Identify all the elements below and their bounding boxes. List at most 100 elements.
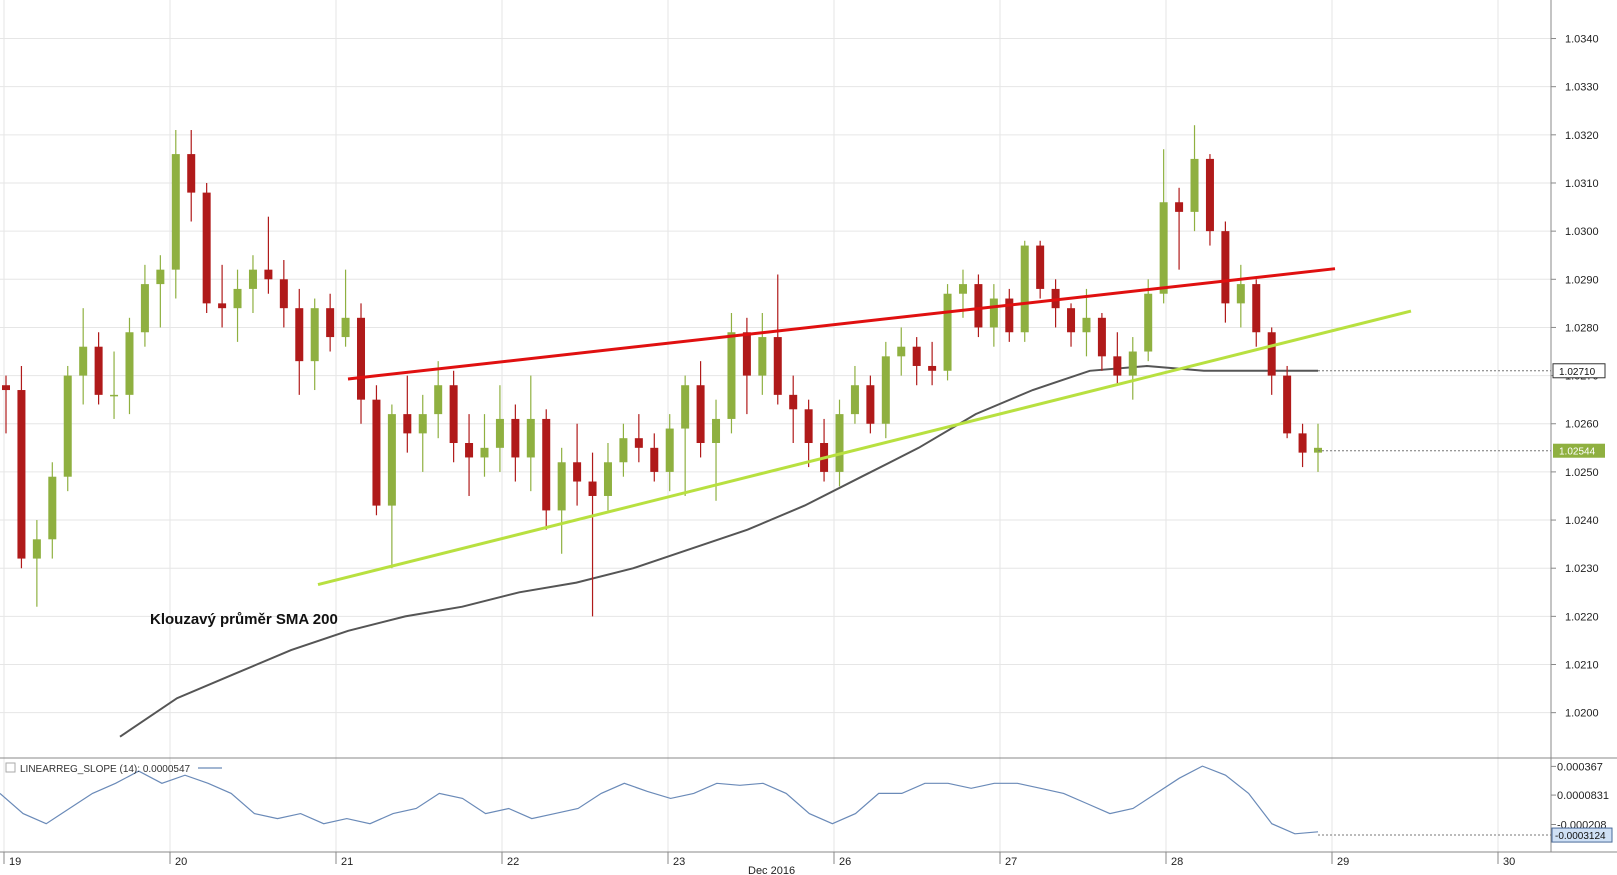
candle-body-up — [1128, 351, 1137, 376]
indicator-pane: 0.0003670.0000831-0.000208-0.0003124LINE… — [0, 757, 1617, 843]
candle-body-up — [681, 385, 690, 429]
sma-annotation: Klouzavý průměr SMA 200 — [150, 611, 338, 628]
candle-body-up — [171, 154, 180, 270]
candle-body-down — [326, 308, 335, 338]
candle-body-up — [1082, 317, 1091, 333]
trend-lines — [317, 267, 1412, 587]
y-tick-label: 1.0220 — [1565, 611, 1599, 623]
y-tick-label: 1.0210 — [1565, 660, 1599, 672]
date-caption: Dec 2016 — [748, 865, 795, 875]
y-tick-label: 1.0250 — [1565, 467, 1599, 479]
indicator-value-label: -0.0003124 — [1555, 831, 1606, 842]
candle-body-up — [897, 346, 906, 357]
candle-body-down — [449, 385, 458, 444]
sma-price-label: 1.02710 — [1559, 367, 1596, 378]
candle-body-up — [495, 418, 504, 448]
candle-body-up — [156, 269, 165, 285]
current-price-label: 1.02544 — [1559, 447, 1596, 458]
y-tick-label: 1.0310 — [1565, 178, 1599, 190]
candle-body-down — [696, 385, 705, 444]
candle-body-down — [912, 346, 921, 366]
candle-body-up — [1020, 245, 1029, 333]
candle-body-down — [573, 462, 582, 482]
candle-body-down — [634, 438, 643, 448]
x-tick-label: 22 — [507, 856, 519, 868]
candle-body-down — [372, 399, 381, 506]
x-tick-label: 26 — [839, 856, 851, 868]
x-tick-label: 19 — [9, 856, 21, 868]
candle-body-down — [511, 418, 520, 458]
current-price-tag — [1553, 443, 1605, 458]
y-tick-label: 1.0320 — [1565, 130, 1599, 142]
candle-body-down — [650, 447, 659, 472]
candle-body-down — [974, 284, 983, 328]
candle-body-down — [1005, 298, 1014, 333]
y-tick-label: 1.0240 — [1565, 515, 1599, 527]
candle-body-up — [1236, 284, 1245, 304]
candle-body-down — [187, 154, 196, 193]
y-tick-label: 1.0340 — [1565, 34, 1599, 46]
candle-body-up — [619, 438, 628, 463]
time-axis[interactable]: 19 20 21 22 23 26 27 28 29 30 Dec 2016 — [0, 851, 1617, 875]
x-tick-label: 28 — [1171, 856, 1183, 868]
candle-body-down — [94, 346, 103, 395]
candle-body-down — [1113, 356, 1122, 376]
candle-body-down — [1283, 375, 1292, 434]
candle-body-up — [125, 332, 134, 395]
candle-body-up — [943, 293, 952, 371]
y-tick-label: 1.0230 — [1565, 563, 1599, 575]
candle-body-up — [758, 337, 767, 376]
y-tick-label: 1.0330 — [1565, 82, 1599, 94]
candle-body-up — [434, 385, 443, 415]
candle-body-up — [835, 414, 844, 472]
candle-body-down — [773, 337, 782, 395]
candle-body-down — [218, 303, 227, 309]
candle-body-up — [32, 539, 41, 559]
candle-body-up — [1159, 202, 1168, 294]
candle-body-down — [1175, 202, 1184, 212]
candle-body-up — [248, 269, 257, 289]
candle-body-up — [958, 284, 967, 294]
candle-body-down — [804, 409, 813, 444]
candle-body-down — [1067, 308, 1076, 333]
candle-body-up — [557, 462, 566, 511]
candle-body-down — [1267, 332, 1276, 376]
indicator-checkbox — [5, 762, 16, 773]
price-axis[interactable]: 1.0340 1.0330 1.0320 1.0310 1.0300 1.0290 1.02… — [1318, 0, 1606, 875]
candle-body-down — [202, 192, 211, 304]
y-tick-label: 1.0300 — [1565, 226, 1599, 238]
candle-body-up — [526, 418, 535, 458]
candle-body-up — [48, 476, 57, 540]
y-tick-label: 1.0280 — [1565, 322, 1599, 334]
indicator-tick-label: 0.000367 — [1557, 761, 1603, 773]
candle-body-up — [79, 346, 88, 376]
candle-body-down — [403, 414, 412, 434]
candle-body-down — [1298, 433, 1307, 453]
candle-body-down — [17, 390, 26, 559]
candle-body-down — [588, 481, 597, 496]
x-tick-label: 20 — [175, 856, 187, 868]
indicator-value-tag — [1551, 827, 1613, 843]
candle-body-up — [850, 385, 859, 415]
candle-body-down — [1036, 245, 1045, 289]
candle-body-down — [295, 308, 304, 362]
grid-lines — [0, 0, 1551, 852]
x-tick-label: 30 — [1503, 856, 1515, 868]
candle-body-down — [542, 418, 551, 511]
candle-body-down — [789, 394, 798, 410]
candle-body-down — [928, 365, 937, 371]
candle-body-up — [989, 298, 998, 328]
candle-body-down — [2, 385, 10, 391]
candle-body-up — [712, 418, 721, 444]
candle-body-up — [665, 428, 674, 472]
candle-body-up — [233, 288, 242, 309]
indicator-tick-label: 0.0000831 — [1557, 790, 1609, 802]
indicator-label: LINEARREG_SLOPE (14): 0.0000547 — [20, 764, 191, 775]
support-line — [317, 309, 1412, 587]
x-tick-label: 23 — [673, 856, 685, 868]
resistance-line — [347, 267, 1336, 381]
candle-body-up — [310, 308, 319, 362]
candle-body-down — [1252, 284, 1261, 333]
candle-body-up — [881, 356, 890, 424]
